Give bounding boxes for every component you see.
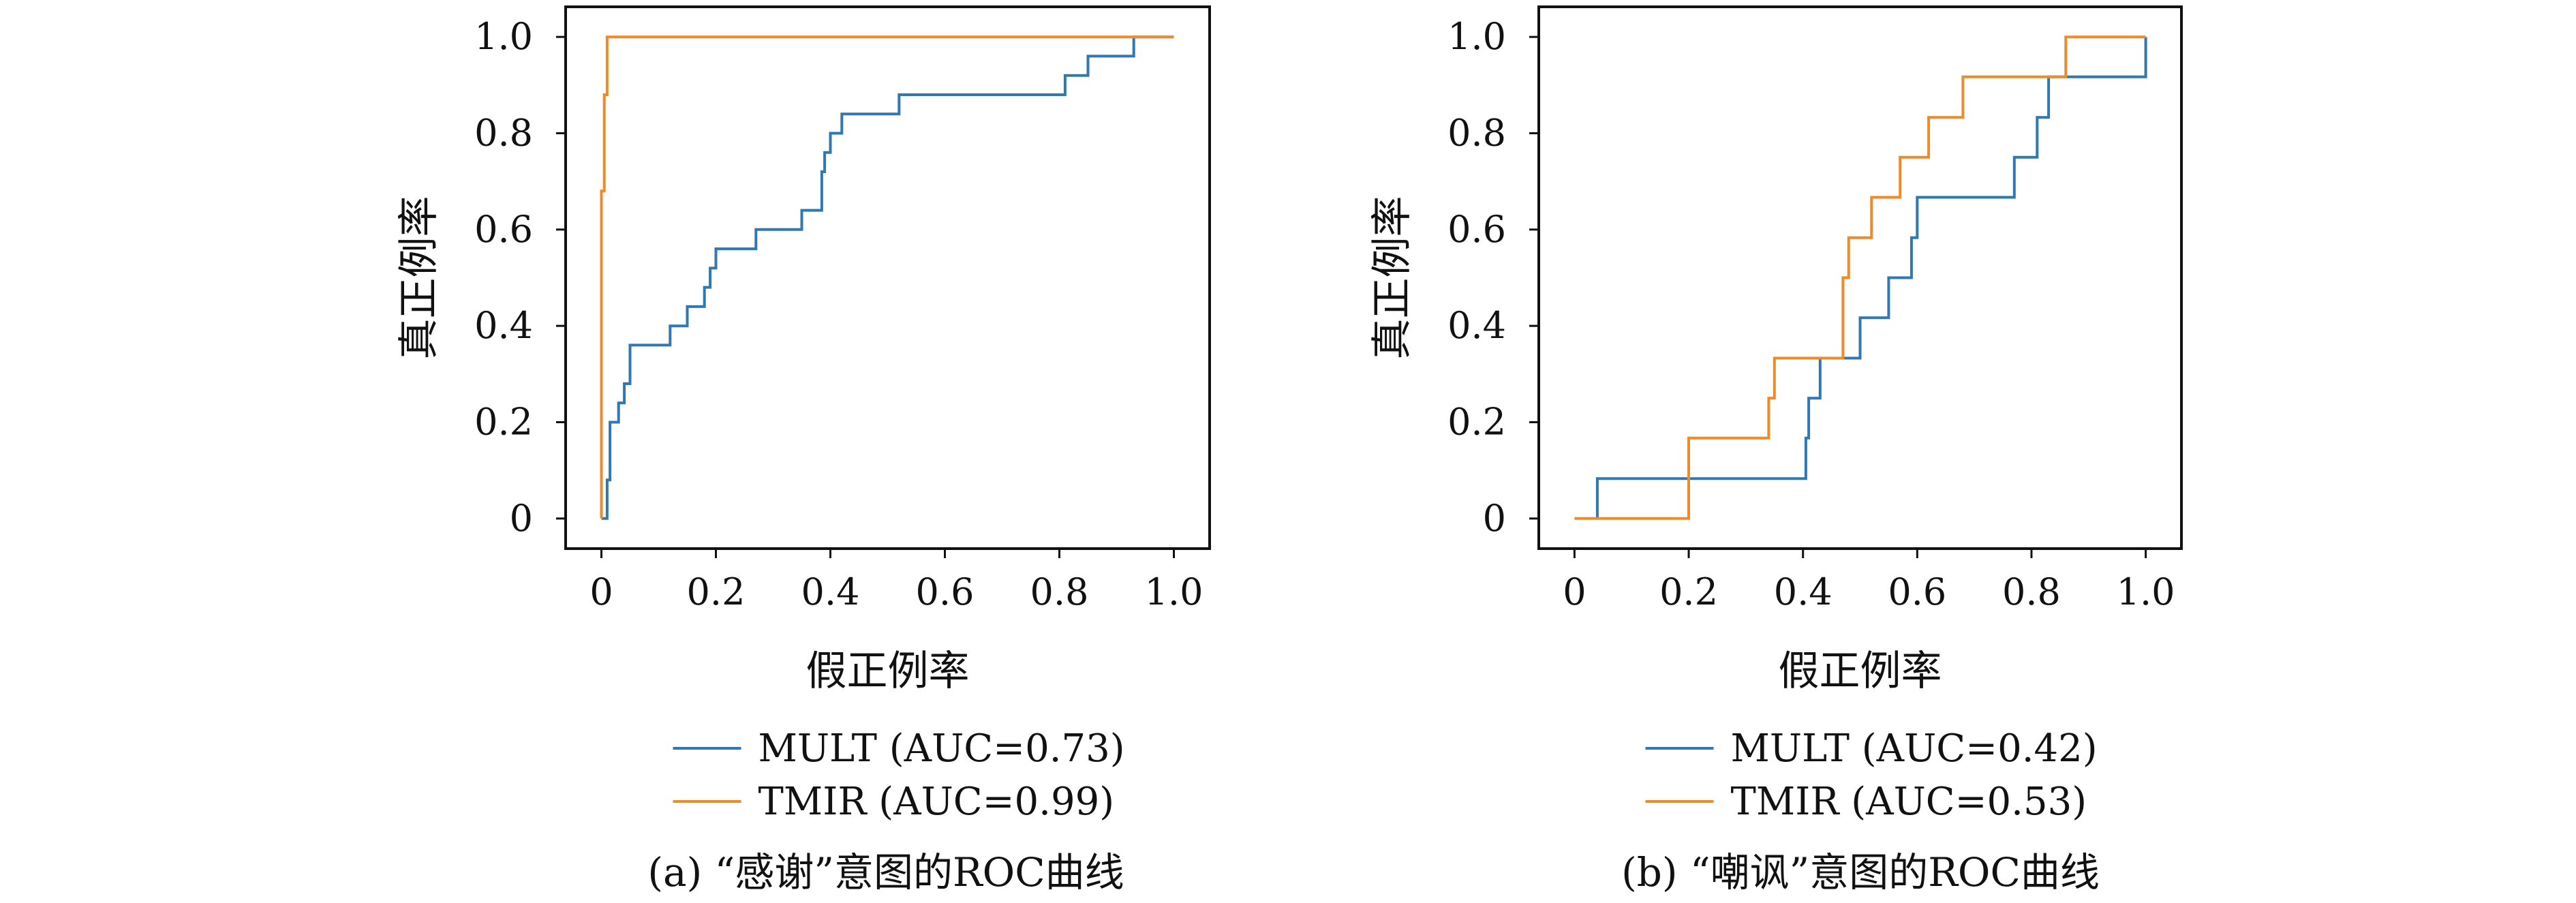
y-tick-label: 0	[1483, 497, 1506, 540]
y-tick-label: 0.6	[1447, 208, 1506, 251]
y-tick-label: 0.4	[474, 304, 533, 347]
legend-label-mult: MULT (AUC=0.73)	[758, 726, 1125, 771]
y-tick-label: 0.2	[1447, 401, 1506, 444]
y-tick-label: 0.4	[1447, 304, 1506, 347]
plot-frame	[564, 5, 1211, 550]
x-tick-label: 0.8	[2002, 570, 2061, 613]
legend-label-mult: MULT (AUC=0.42)	[1731, 726, 2098, 771]
subfigure-caption: (a) “感谢”意图的ROC曲线	[647, 849, 1124, 896]
x-tick-label: 0.2	[687, 570, 746, 613]
subfigure-caption: (b) “嘲讽”意图的ROC曲线	[1621, 849, 2100, 896]
legend-label-tmir: TMIR (AUC=0.53)	[1731, 780, 2087, 824]
roc-curve-mult	[601, 35, 1174, 520]
x-axis-label: 假正例率	[1779, 647, 1942, 695]
y-tick-label: 0.6	[474, 208, 533, 251]
roc-curve-tmir	[600, 35, 1174, 519]
tick-marks	[1529, 35, 2147, 558]
x-tick-label: 0.6	[1888, 570, 1946, 613]
series-lines	[600, 35, 1174, 520]
plot-frame	[1537, 5, 2183, 550]
y-tick-label: 1.0	[474, 15, 533, 58]
x-tick-label: 0.4	[1774, 570, 1833, 613]
x-tick-label: 1.0	[2117, 570, 2175, 613]
y-axis-label: 真正例率	[395, 196, 443, 360]
x-axis-label: 假正例率	[806, 647, 970, 695]
tick-labels: 0 0.2 0.4 0.6 0.8 1.0 0 0.2 0.4 0.6 0.8 1.0	[1447, 15, 2175, 613]
x-tick-label: 0.2	[1659, 570, 1718, 613]
y-tick-label: 0.8	[474, 112, 533, 155]
y-tick-label: 1.0	[1447, 15, 1506, 58]
legend: MULT (AUC=0.73) TMIR (AUC=0.99)	[673, 726, 1125, 824]
series-lines	[1574, 35, 2147, 520]
tick-marks	[556, 35, 1175, 558]
tick-labels: 0 0.2 0.4 0.6 0.8 1.0 0 0.2 0.4 0.6 0.8 1.0	[474, 15, 1203, 613]
x-tick-label: 0.6	[916, 570, 975, 613]
y-tick-label: 0.2	[474, 401, 533, 444]
x-tick-label: 0	[589, 570, 613, 613]
y-tick-label: 0.8	[1447, 112, 1506, 155]
legend-label-tmir: TMIR (AUC=0.99)	[758, 780, 1115, 824]
roc-panel-a: 0 0.2 0.4 0.6 0.8 1.0 0 0.2 0.4 0.6 0.8 1.0 假正例率 真正…	[395, 5, 1211, 896]
x-tick-label: 0.4	[801, 570, 860, 613]
roc-curve-mult	[1595, 37, 2147, 519]
x-tick-label: 0.8	[1030, 570, 1089, 613]
roc-panel-b: 0 0.2 0.4 0.6 0.8 1.0 0 0.2 0.4 0.6 0.8 1.0 假正例率 真正…	[1368, 5, 2183, 896]
roc-curve-tmir	[1574, 35, 2146, 520]
legend: MULT (AUC=0.42) TMIR (AUC=0.53)	[1645, 726, 2098, 824]
x-tick-label: 0	[1563, 570, 1586, 613]
y-axis-label: 真正例率	[1368, 196, 1416, 360]
y-tick-label: 0	[510, 497, 533, 540]
x-tick-label: 1.0	[1145, 570, 1203, 613]
